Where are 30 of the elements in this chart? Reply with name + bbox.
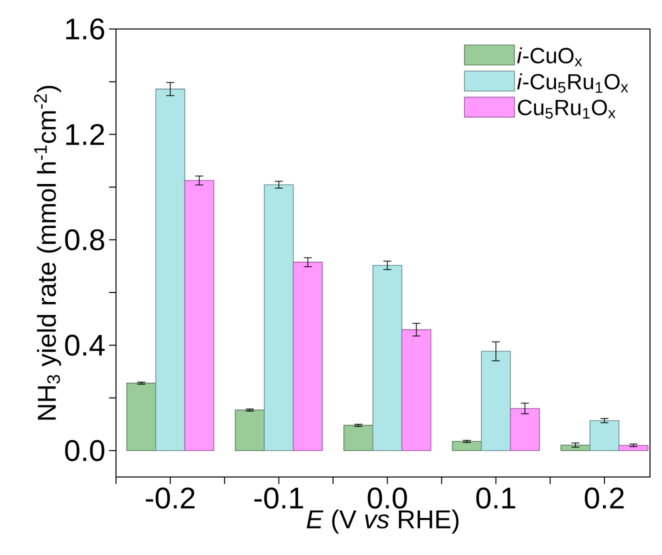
bar bbox=[452, 441, 482, 452]
y-tick-label: 0.4 bbox=[65, 334, 105, 356]
legend-label: Cu$_{5}$Ru$_{1}$O$_{x}$ bbox=[518, 100, 616, 119]
bar bbox=[401, 329, 432, 452]
x-tick-label: 0.0 bbox=[368, 488, 407, 509]
bar bbox=[590, 420, 620, 452]
bar bbox=[560, 444, 590, 452]
bar bbox=[126, 382, 156, 452]
bar bbox=[510, 408, 540, 452]
bar bbox=[480, 350, 511, 452]
bar bbox=[264, 184, 294, 452]
legend-label: i-CuO$_{x}$ bbox=[517, 47, 582, 66]
x-axis-title: E (V vs RHE) bbox=[306, 510, 458, 534]
y-tick-label: 0.0 bbox=[65, 440, 104, 462]
x-tick-label: 0.1 bbox=[476, 488, 516, 509]
x-tick-label: 0.2 bbox=[584, 488, 624, 509]
bar bbox=[292, 262, 323, 452]
bar bbox=[234, 410, 265, 452]
y-tick-label: 1.2 bbox=[66, 124, 104, 145]
bar bbox=[618, 444, 648, 452]
bar bbox=[155, 88, 186, 452]
y-axis-title: NH$_{3}$ yield rate (mmol h$^{-1}$cm$^{-2}$) bbox=[34, 86, 62, 420]
x-tick-label: -0.1 bbox=[254, 488, 304, 509]
y-tick-label: 0.8 bbox=[65, 229, 104, 250]
x-tick-label: -0.2 bbox=[146, 488, 195, 509]
bar bbox=[372, 264, 402, 452]
legend-label: i-Cu$_{5}$Ru$_{1}$O$_{x}$ bbox=[517, 73, 628, 93]
bar bbox=[184, 180, 214, 452]
bar bbox=[343, 424, 374, 452]
y-tick-label: 1.6 bbox=[66, 18, 104, 40]
